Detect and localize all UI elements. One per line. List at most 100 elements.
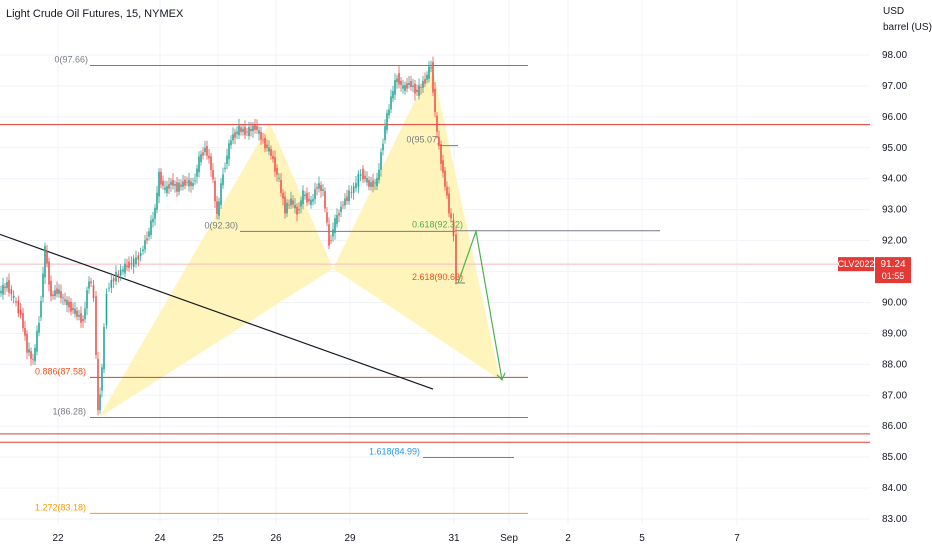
y-tick-label: 93.00 [882, 205, 907, 216]
candle-body [338, 213, 340, 216]
chart-title: Light Crude Oil Futures, 15, NYMEX [6, 8, 184, 20]
x-tick-label: 24 [154, 533, 166, 544]
candle-body [336, 215, 338, 224]
candle-body [70, 301, 72, 312]
candle-body [304, 194, 306, 197]
candle-body [357, 173, 360, 187]
candle-body [212, 170, 214, 180]
candle-body [442, 160, 444, 173]
candle-body [270, 149, 272, 156]
candle-body [36, 330, 38, 352]
candle-body [22, 312, 24, 329]
candle-body [119, 269, 122, 276]
candle-body [204, 147, 206, 152]
candle-body [200, 154, 202, 163]
candle-body [414, 83, 416, 94]
candle-body [438, 137, 440, 146]
candle-body [166, 186, 168, 193]
candle-body [394, 80, 396, 95]
fib-level-label: 2.618(90.63) [412, 272, 463, 282]
candle-body [322, 189, 324, 191]
candle-body [266, 144, 268, 148]
candle-body [328, 224, 330, 246]
last-price-badge [875, 257, 911, 284]
candle-body [148, 231, 150, 237]
candle-body [174, 184, 176, 186]
candle-body [194, 180, 196, 182]
candle-body [376, 178, 378, 187]
y-tick-label: 89.00 [882, 328, 907, 339]
candle-body [248, 127, 250, 137]
y-tick-label: 86.00 [882, 421, 907, 432]
candle-body [402, 85, 404, 89]
candle-body [17, 300, 20, 314]
candle-body [182, 181, 184, 187]
candle-body [390, 96, 392, 110]
countdown-label: 01:55 [882, 271, 905, 281]
candle-body [436, 115, 438, 132]
candle-body [274, 157, 276, 172]
candle-body [90, 281, 92, 284]
unit-label: barrel (US) [883, 22, 932, 33]
candle-body [382, 143, 384, 151]
candle-body [306, 192, 308, 203]
candle-body [280, 179, 282, 193]
candle-body [256, 126, 258, 131]
candle-body [64, 299, 66, 302]
candle-body [392, 91, 394, 99]
candle-body [300, 200, 302, 207]
candle-body [446, 186, 448, 196]
candle-body [103, 326, 105, 370]
candle-body [244, 127, 246, 136]
candle-body [364, 175, 366, 179]
candle-body [80, 313, 82, 323]
candle-body [154, 207, 156, 219]
candle-body [330, 239, 332, 241]
candle-body [188, 179, 190, 187]
x-tick-label: 26 [270, 533, 282, 544]
candle-body [124, 263, 126, 274]
candle-body [40, 301, 42, 318]
x-tick-label: 29 [344, 533, 356, 544]
candle-body [264, 137, 266, 149]
candle-body [164, 187, 166, 190]
last-price-label: 91.24 [880, 259, 905, 270]
candle-body [38, 322, 40, 333]
candle-body [126, 265, 128, 268]
candle-body [160, 171, 162, 185]
trendline [0, 233, 434, 390]
candle-body [62, 297, 64, 299]
candle-body [24, 328, 26, 336]
candle-body [19, 309, 22, 315]
candle-body [220, 183, 222, 206]
candle-body [424, 79, 426, 84]
candle-body [48, 261, 50, 285]
candle-body [105, 293, 108, 326]
candle-body [68, 301, 70, 308]
candle-body [288, 204, 290, 206]
candle-body [242, 128, 244, 132]
candle-body [226, 155, 228, 165]
fib-level-label: 1.272(83.18) [35, 502, 86, 512]
candle-body [430, 67, 432, 69]
candle-body [378, 169, 380, 180]
candle-body [234, 132, 236, 138]
candle-body [186, 181, 188, 183]
y-tick-label: 94.00 [882, 174, 907, 185]
candle-body [292, 200, 294, 205]
candle-body [276, 167, 278, 175]
candle-body [135, 257, 137, 265]
candle-body [262, 139, 264, 141]
candle-body [12, 295, 15, 298]
candle-body [422, 80, 424, 88]
candle-body [230, 140, 232, 146]
candle-body [108, 287, 110, 289]
candle-body [10, 289, 13, 295]
candle-body [8, 280, 10, 293]
candle-body [152, 218, 154, 223]
candle-body [372, 180, 374, 188]
candle-body [172, 179, 174, 186]
candle-body [218, 201, 220, 216]
